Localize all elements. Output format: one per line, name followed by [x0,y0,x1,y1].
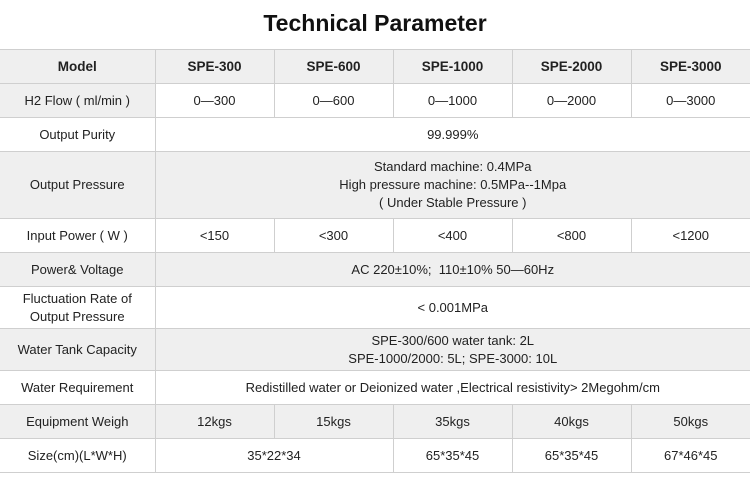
row-label-line: Fluctuation Rate of [22,290,132,306]
cell: 67*46*45 [630,438,750,473]
cell-line: SPE-300/600 water tank: 2L [371,332,535,348]
table-row: Size(cm)(L*W*H) 35*22*34 65*35*45 65*35*… [0,438,750,473]
header-model-name: SPE-2000 [511,49,632,84]
cell: 0—2000 [511,83,632,118]
table-row: Equipment Weigh 12kgs 15kgs 35kgs 40kgs … [0,404,750,439]
row-label: Fluctuation Rate of Output Pressure [0,286,156,329]
row-label: Output Pressure [0,151,156,219]
row-label: Output Purity [0,117,156,152]
cell: <150 [154,218,275,253]
cell-line: Standard machine: 0.4MPa [373,159,532,174]
header-model-name: SPE-300 [154,49,275,84]
cell: 0—3000 [630,83,750,118]
cell: 65*35*45 [392,438,513,473]
row-label: Water Requirement [0,370,156,405]
header-row: Model SPE-300 SPE-600 SPE-1000 SPE-2000 … [0,49,750,84]
spec-table: Model SPE-300 SPE-600 SPE-1000 SPE-2000 … [0,49,750,473]
header-model: Model [0,49,156,84]
cell: 35kgs [392,404,513,439]
table-row: Output Purity 99.999% [0,117,750,152]
cell: < 0.001MPa [154,286,750,329]
row-label: Size(cm)(L*W*H) [0,438,156,473]
row-label-line: Output Pressure [29,308,125,324]
cell: SPE-300/600 water tank: 2L SPE-1000/2000… [154,328,750,371]
cell-line: High pressure machine: 0.5MPa--1Mpa [339,177,567,192]
cell: Redistilled water or Deionized water ,El… [154,370,750,405]
cell: 99.999% [154,117,750,152]
row-label: Water Tank Capacity [0,328,156,371]
header-model-name: SPE-600 [273,49,394,84]
cell: <800 [511,218,632,253]
cell: 50kgs [630,404,750,439]
cell: 40kgs [511,404,632,439]
cell: 12kgs [154,404,275,439]
header-model-name: SPE-1000 [392,49,513,84]
page-title: Technical Parameter [263,10,487,36]
cell-line: ( Under Stable Pressure ) [379,195,527,210]
cell: 35*22*34 [154,438,394,473]
cell: <1200 [630,218,750,253]
cell: <400 [392,218,513,253]
row-label: Power& Voltage [0,252,156,287]
table-row: Input Power ( W ) <150 <300 <400 <800 <1… [0,218,750,253]
row-label: Equipment Weigh [0,404,156,439]
row-label: H2 Flow ( ml/min ) [0,83,156,118]
table-row: Fluctuation Rate of Output Pressure < 0.… [0,286,750,329]
cell: 65*35*45 [511,438,632,473]
cell: <300 [273,218,394,253]
header-model-name: SPE-3000 [630,49,750,84]
row-label: Input Power ( W ) [0,218,156,253]
table-row: Water Requirement Redistilled water or D… [0,370,750,405]
table-row: Water Tank Capacity SPE-300/600 water ta… [0,328,750,371]
cell: AC 220±10%; 110±10% 50—60Hz [154,252,750,287]
table-row: Output Pressure Standard machine: 0.4MPa… [0,151,750,219]
cell: 0—1000 [392,83,513,118]
cell: 15kgs [273,404,394,439]
table-row: H2 Flow ( ml/min ) 0—300 0—600 0—1000 0—… [0,83,750,118]
cell: Standard machine: 0.4MPa High pressure m… [154,151,750,219]
cell: 0—600 [273,83,394,118]
table-row: Power& Voltage AC 220±10%; 110±10% 50—60… [0,252,750,287]
cell-line: SPE-1000/2000: 5L; SPE-3000: 10L [348,350,558,366]
cell: 0—300 [154,83,275,118]
